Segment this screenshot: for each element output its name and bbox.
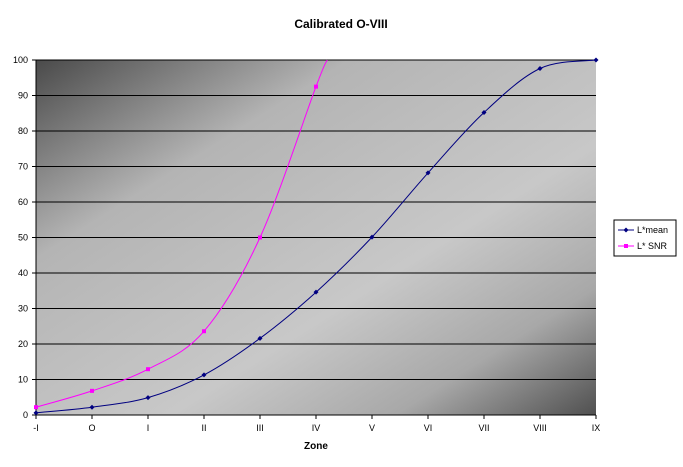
data-point-0-0 [33, 410, 39, 416]
data-point-0-7 [425, 170, 431, 176]
data-point-1-4 [258, 235, 262, 240]
y-tick-label-100: 100 [13, 55, 28, 65]
data-point-0-3 [201, 372, 207, 378]
x-tick-label-7: VI [424, 423, 433, 433]
x-axis-title: Zone [304, 441, 328, 452]
y-tick-label-30: 30 [18, 304, 28, 314]
data-point-0-8 [481, 110, 487, 116]
legend: L*mean L* SNR [613, 219, 677, 257]
y-tick-label-60: 60 [18, 197, 28, 207]
legend-box [613, 219, 677, 257]
legend-marker-lmean [623, 227, 629, 233]
x-tick-labels: -I O I II III IV V VI VII VIII IX [33, 423, 600, 433]
y-tick-label-10: 10 [18, 375, 28, 385]
legend-label-lmean: L*mean [637, 225, 668, 235]
data-point-1-1 [90, 388, 94, 393]
y-tick-label-40: 40 [18, 268, 28, 278]
x-tick-label-6: V [369, 423, 375, 433]
data-point-0-10 [593, 57, 599, 63]
data-point-0-2 [145, 395, 151, 401]
y-tick-labels: 0 10 20 30 40 50 60 70 80 90 100 [13, 55, 28, 420]
x-tick-label-9: VIII [533, 423, 547, 433]
data-point-0-6 [369, 234, 375, 240]
data-point-0-1 [89, 404, 95, 410]
data-point-0-9 [537, 66, 543, 72]
y-tick-label-20: 20 [18, 339, 28, 349]
axes [32, 59, 597, 419]
series-line-1 [35, 59, 328, 408]
data-point-1-0 [34, 405, 38, 410]
x-tick-label-8: VII [478, 423, 489, 433]
series-layer [33, 57, 599, 416]
y-tick-label-50: 50 [18, 233, 28, 243]
series-line-0 [35, 59, 597, 414]
x-tick-label-1: O [88, 423, 95, 433]
data-point-1-3 [202, 329, 206, 334]
x-tick-label-5: IV [312, 423, 321, 433]
y-tick-label-80: 80 [18, 126, 28, 136]
y-tick-label-90: 90 [18, 91, 28, 101]
x-tick-label-3: II [201, 423, 206, 433]
x-tick-label-2: I [147, 423, 150, 433]
chart-title: Calibrated O-VIII [294, 17, 387, 31]
y-tick-label-70: 70 [18, 162, 28, 172]
data-point-0-5 [313, 289, 319, 295]
data-point-1-2 [146, 367, 150, 372]
data-point-0-4 [257, 335, 263, 341]
series-1 [34, 59, 328, 410]
legend-marker-lsnr [624, 244, 628, 248]
x-tick-label-4: III [256, 423, 264, 433]
legend-label-lsnr: L* SNR [637, 241, 668, 251]
y-tick-label-0: 0 [23, 410, 28, 420]
x-tick-label-10: IX [592, 423, 601, 433]
series-0 [33, 57, 599, 416]
data-point-1-5 [314, 84, 318, 89]
x-tick-label-0: -I [33, 423, 39, 433]
